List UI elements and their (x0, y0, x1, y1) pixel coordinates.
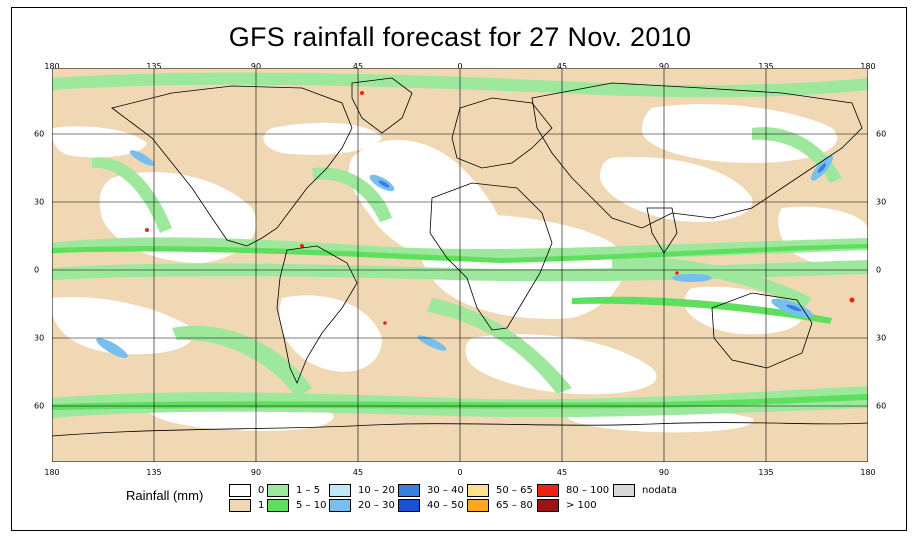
legend-label: 1 – 5 (296, 485, 321, 496)
extreme-rain-spots (145, 91, 855, 325)
lon-tick-bottom: 90 (250, 468, 262, 477)
lon-tick-top: 180 (44, 62, 60, 71)
lon-tick-top: 0 (457, 62, 463, 71)
lat-tick-right: 0 (876, 265, 882, 275)
lat-tick-right: 60 (876, 401, 887, 411)
legend-swatch (398, 484, 420, 497)
coastlines (52, 77, 868, 437)
legend-label: 80 – 100 (566, 485, 610, 496)
lon-tick-top: 135 (146, 62, 162, 71)
legend-label: 50 – 65 (496, 485, 533, 496)
legend-swatch (329, 484, 351, 497)
legend-label: 30 – 40 (427, 485, 464, 496)
very-intense-rain-spots (378, 163, 827, 312)
lon-tick-bottom: 135 (146, 468, 162, 477)
lat-tick-left: 30 (34, 197, 45, 207)
legend-swatch (537, 499, 559, 512)
lat-tick-right: 30 (876, 333, 887, 343)
legend-swatch (467, 484, 489, 497)
lon-tick-bottom: 45 (352, 468, 364, 477)
lon-tick-top: 45 (556, 62, 568, 71)
legend-swatch (613, 484, 635, 497)
legend-swatch (398, 499, 420, 512)
legend-swatch (329, 499, 351, 512)
legend-label: 0 (258, 485, 265, 496)
lat-tick-left: 30 (34, 333, 45, 343)
legend-title: Rainfall (mm) (126, 488, 204, 503)
legend-label: > 100 (566, 500, 597, 511)
lon-tick-bottom: 135 (758, 468, 774, 477)
legend-swatch (229, 499, 251, 512)
lon-tick-top: 135 (758, 62, 774, 71)
figure-frame (11, 7, 907, 531)
lat-tick-left: 0 (34, 265, 40, 275)
map-title: GFS rainfall forecast for 27 Nov. 2010 (228, 22, 692, 52)
lon-tick-bottom: 180 (44, 468, 60, 477)
legend-swatch (267, 499, 289, 512)
legend-label: 40 – 50 (427, 500, 464, 511)
lon-tick-bottom: 0 (457, 468, 463, 477)
legend-label: 5 – 10 (296, 500, 327, 511)
lat-tick-right: 60 (876, 129, 887, 139)
lat-tick-right: 30 (876, 197, 887, 207)
legend-swatch (229, 484, 251, 497)
rainfall-map (52, 68, 868, 462)
lat-tick-left: 60 (34, 129, 45, 139)
lat-tick-left: 60 (34, 401, 45, 411)
legend-label: 10 – 20 (358, 485, 395, 496)
graticule (52, 68, 868, 462)
legend-label: 1 (258, 500, 265, 511)
lon-tick-top: 90 (250, 62, 262, 71)
legend-label: 65 – 80 (496, 500, 533, 511)
legend-swatch (537, 484, 559, 497)
legend-swatch (467, 499, 489, 512)
lon-tick-top: 180 (860, 62, 876, 71)
lon-tick-bottom: 90 (658, 468, 670, 477)
lon-tick-bottom: 45 (556, 468, 568, 477)
legend-label: nodata (642, 485, 677, 496)
lon-tick-top: 45 (352, 62, 364, 71)
legend-swatch (267, 484, 289, 497)
legend-label: 20 – 30 (358, 500, 395, 511)
lon-tick-bottom: 180 (860, 468, 876, 477)
lon-tick-top: 90 (658, 62, 670, 71)
